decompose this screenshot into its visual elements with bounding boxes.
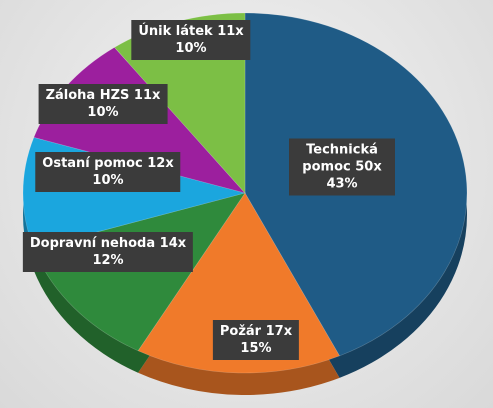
category-name: Ostaní pomoc bbox=[42, 156, 143, 171]
category-name: Únik látek bbox=[138, 24, 213, 39]
count-label: 17x bbox=[265, 324, 293, 339]
slice-label: Únik látek 11x 10% bbox=[131, 20, 251, 60]
count-label: 11x bbox=[217, 24, 244, 39]
slice-label: Technická pomoc 50x 43% bbox=[289, 138, 395, 196]
value-label: 10% bbox=[87, 105, 119, 120]
count-label: 50x bbox=[355, 159, 382, 175]
value-label: 43% bbox=[326, 176, 358, 192]
value-label: 10% bbox=[175, 41, 207, 56]
value-label: 12% bbox=[92, 253, 124, 268]
value-label: 15% bbox=[240, 341, 272, 356]
slice-label: Dopravní nehoda 14x 12% bbox=[22, 232, 194, 272]
category-name: Technická pomoc bbox=[302, 142, 378, 175]
slice-label: Záloha HZS 11x 10% bbox=[38, 84, 168, 124]
category-name: Záloha HZS bbox=[45, 88, 130, 103]
value-label: 10% bbox=[92, 173, 124, 188]
count-label: 12x bbox=[147, 156, 174, 171]
count-label: 14x bbox=[159, 236, 187, 251]
count-label: 11x bbox=[133, 88, 161, 103]
category-name: Dopravní nehoda bbox=[29, 236, 156, 251]
slice-label: Ostaní pomoc 12x 10% bbox=[35, 152, 181, 192]
category-name: Požár bbox=[219, 324, 262, 339]
slice-label: Požár 17x 15% bbox=[212, 320, 300, 360]
